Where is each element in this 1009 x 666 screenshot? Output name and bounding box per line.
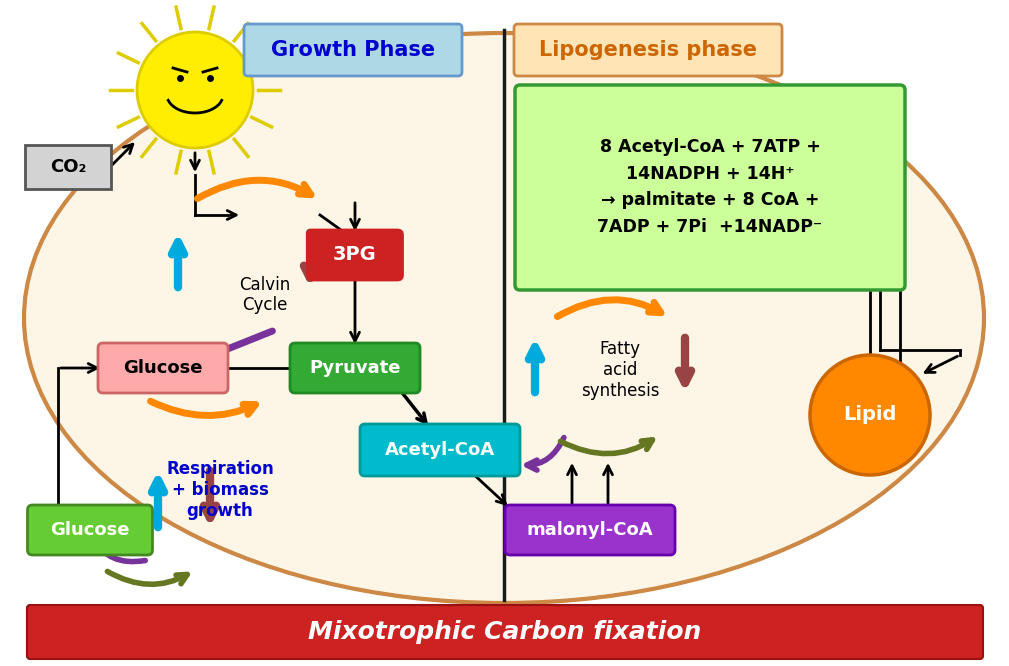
FancyBboxPatch shape — [514, 24, 782, 76]
Text: Growth Phase: Growth Phase — [271, 40, 435, 60]
Text: 8 Acetyl-CoA + 7ATP +
14NADPH + 14H⁺
→ palmitate + 8 CoA +
7ADP + 7Pi  +14NADP⁻: 8 Acetyl-CoA + 7ATP + 14NADPH + 14H⁺ → p… — [597, 139, 822, 236]
Text: Acetyl-CoA: Acetyl-CoA — [385, 441, 495, 459]
FancyBboxPatch shape — [515, 85, 905, 290]
Ellipse shape — [24, 33, 984, 603]
FancyBboxPatch shape — [98, 343, 228, 393]
FancyBboxPatch shape — [244, 24, 462, 76]
Text: Respiration
+ biomass
growth: Respiration + biomass growth — [166, 460, 273, 519]
Text: Lipogenesis phase: Lipogenesis phase — [539, 40, 757, 60]
FancyBboxPatch shape — [27, 505, 152, 555]
FancyBboxPatch shape — [308, 230, 403, 280]
FancyBboxPatch shape — [290, 343, 420, 393]
Text: 3PG: 3PG — [333, 246, 377, 264]
FancyBboxPatch shape — [25, 145, 111, 189]
Circle shape — [137, 32, 253, 148]
FancyBboxPatch shape — [360, 424, 520, 476]
Text: Glucose: Glucose — [123, 359, 203, 377]
Text: Fatty
acid
synthesis: Fatty acid synthesis — [581, 340, 659, 400]
FancyBboxPatch shape — [27, 605, 983, 659]
Text: Lipid: Lipid — [844, 406, 897, 424]
Text: CO₂: CO₂ — [49, 158, 86, 176]
FancyBboxPatch shape — [504, 505, 675, 555]
Text: Calvin
Cycle: Calvin Cycle — [239, 276, 291, 314]
Text: Mixotrophic Carbon fixation: Mixotrophic Carbon fixation — [309, 620, 701, 644]
Text: malonyl-CoA: malonyl-CoA — [527, 521, 653, 539]
Text: Glucose: Glucose — [50, 521, 130, 539]
Circle shape — [810, 355, 930, 475]
Text: Pyruvate: Pyruvate — [309, 359, 401, 377]
